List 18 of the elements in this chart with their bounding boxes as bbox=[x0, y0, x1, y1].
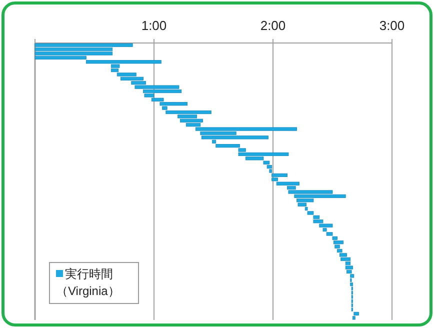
x-tick-label: 3:00 bbox=[379, 18, 405, 33]
x-tick-label: 2:00 bbox=[260, 18, 286, 33]
bar bbox=[238, 152, 289, 156]
bar bbox=[354, 312, 359, 316]
bar bbox=[334, 244, 340, 248]
bar bbox=[272, 173, 288, 178]
bar bbox=[201, 136, 268, 140]
bar bbox=[350, 274, 354, 278]
bar bbox=[34, 52, 113, 56]
bar bbox=[34, 43, 133, 47]
bar bbox=[352, 316, 356, 320]
bar bbox=[346, 270, 352, 274]
bar bbox=[345, 266, 353, 270]
bar bbox=[339, 253, 347, 257]
legend-label: 実行時間（Virginia） bbox=[56, 267, 120, 298]
bar bbox=[166, 110, 212, 114]
bar bbox=[134, 85, 180, 89]
x-tick-label: 1:00 bbox=[141, 18, 167, 33]
